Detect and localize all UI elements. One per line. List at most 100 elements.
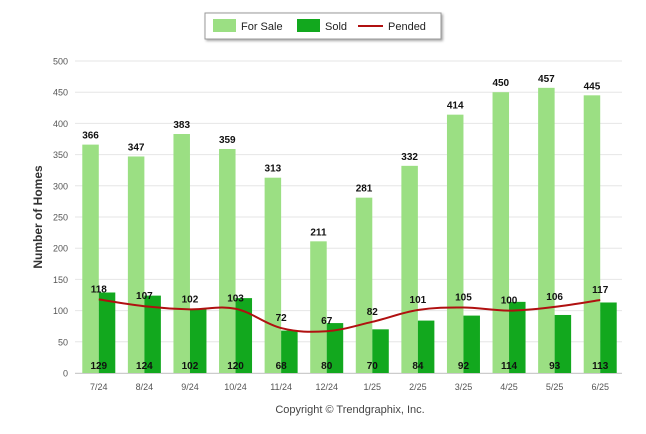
pended-line-layer xyxy=(98,298,601,333)
for-sale-value-label: 332 xyxy=(401,152,418,163)
x-tick-label: 9/24 xyxy=(181,382,199,392)
for-sale-value-label: 450 xyxy=(492,78,509,89)
for-sale-bar xyxy=(446,114,464,373)
x-tick-label: 11/24 xyxy=(270,382,292,392)
x-tick-label: 4/25 xyxy=(500,382,518,392)
legend-item: Sold xyxy=(297,19,347,33)
legend-label: For Sale xyxy=(241,21,283,33)
legend: For Sale Sold Pended xyxy=(204,12,442,40)
y-axis-title: Number of Homes xyxy=(31,165,45,269)
x-axis-ticks: 7/24 8/24 9/24 10/24 11/24 12/24 1/25 2/25 3/25 4… xyxy=(90,382,609,392)
legend-swatch xyxy=(297,19,320,32)
y-tick-label: 300 xyxy=(53,181,68,191)
for-sale-bar xyxy=(264,177,282,373)
pended-value-label: 106 xyxy=(546,292,563,303)
x-tick-label: 1/25 xyxy=(364,382,382,392)
sold-bar xyxy=(600,302,617,373)
sold-bar xyxy=(326,323,344,373)
pended-value-label: 82 xyxy=(367,307,379,318)
pended-value-label: 101 xyxy=(410,295,427,306)
pended-line xyxy=(98,298,601,333)
for-sale-value-label: 445 xyxy=(584,81,601,92)
data-labels: 366 118 129 347 107 124 383 102 102 359 103 120 313 7… xyxy=(82,74,609,372)
y-tick-label: 200 xyxy=(53,244,68,254)
for-sale-bar xyxy=(401,165,418,373)
sold-value-label: 84 xyxy=(412,361,424,372)
legend-item: For Sale xyxy=(213,19,283,33)
sold-bar xyxy=(372,329,389,373)
for-sale-value-label: 366 xyxy=(82,131,99,142)
sold-value-label: 113 xyxy=(592,361,609,372)
for-sale-bar xyxy=(219,148,236,373)
legend-swatch xyxy=(213,19,236,32)
sold-bar xyxy=(463,315,480,373)
for-sale-value-label: 359 xyxy=(219,135,236,146)
y-tick-label: 350 xyxy=(53,150,68,160)
y-tick-label: 150 xyxy=(53,275,68,285)
sold-value-label: 124 xyxy=(136,361,153,372)
for-sale-value-label: 281 xyxy=(356,184,373,195)
pended-value-label: 72 xyxy=(276,313,288,324)
pended-value-label: 107 xyxy=(136,291,153,302)
for-sale-bar xyxy=(310,241,327,373)
sold-value-label: 92 xyxy=(458,361,470,372)
sold-value-label: 70 xyxy=(367,361,379,372)
legend-label: Pended xyxy=(388,21,426,33)
for-sale-bar xyxy=(173,134,190,373)
for-sale-bar xyxy=(355,197,373,373)
y-axis-ticks: 0 50 100 150 200 250 300 350 400 450 500 xyxy=(53,57,68,379)
y-tick-label: 100 xyxy=(53,306,68,316)
for-sale-bar xyxy=(127,156,145,373)
for-sale-bar xyxy=(583,95,601,373)
pended-value-label: 118 xyxy=(91,284,108,295)
for-sale-value-label: 347 xyxy=(128,142,145,153)
sold-value-label: 80 xyxy=(321,361,333,372)
pended-value-label: 67 xyxy=(321,316,333,327)
for-sale-bar xyxy=(492,92,510,373)
pended-value-label: 117 xyxy=(592,285,609,296)
for-sale-value-label: 211 xyxy=(310,227,327,238)
sold-bar xyxy=(554,314,572,373)
sold-bar xyxy=(417,320,435,373)
y-tick-label: 450 xyxy=(53,88,68,98)
x-tick-label: 7/24 xyxy=(90,382,108,392)
bars xyxy=(82,87,617,373)
for-sale-bar xyxy=(538,87,555,373)
x-tick-label: 8/24 xyxy=(136,382,154,392)
for-sale-bar xyxy=(82,144,99,373)
legend-label: Sold xyxy=(325,21,347,33)
x-tick-label: 6/25 xyxy=(591,382,609,392)
sold-bar xyxy=(235,298,253,373)
x-tick-label: 5/25 xyxy=(546,382,564,392)
pended-value-label: 102 xyxy=(182,294,199,305)
for-sale-value-label: 313 xyxy=(265,164,282,175)
sold-value-label: 129 xyxy=(90,361,107,372)
for-sale-value-label: 457 xyxy=(538,74,555,85)
x-tick-label: 10/24 xyxy=(224,382,247,392)
sold-value-label: 93 xyxy=(549,361,561,372)
sold-bar xyxy=(144,295,161,373)
y-tick-label: 400 xyxy=(53,119,68,129)
for-sale-value-label: 383 xyxy=(173,120,190,131)
for-sale-value-label: 414 xyxy=(447,101,464,112)
pended-value-label: 105 xyxy=(455,292,472,303)
x-tick-label: 2/25 xyxy=(409,382,427,392)
sold-bar xyxy=(98,292,116,373)
sold-value-label: 68 xyxy=(276,361,288,372)
pended-value-label: 103 xyxy=(227,294,244,305)
pended-value-label: 100 xyxy=(501,296,518,307)
sold-value-label: 120 xyxy=(227,361,244,372)
legend-item: Pended xyxy=(358,21,426,33)
y-tick-label: 250 xyxy=(53,213,68,223)
x-tick-label: 12/24 xyxy=(315,382,338,392)
y-tick-label: 0 xyxy=(63,369,68,379)
sold-bar xyxy=(189,309,207,373)
legend-box xyxy=(204,12,442,40)
y-tick-label: 50 xyxy=(58,337,68,347)
sold-value-label: 102 xyxy=(182,361,199,372)
x-tick-label: 3/25 xyxy=(455,382,473,392)
sold-bar xyxy=(281,330,298,373)
y-tick-label: 500 xyxy=(53,57,68,67)
